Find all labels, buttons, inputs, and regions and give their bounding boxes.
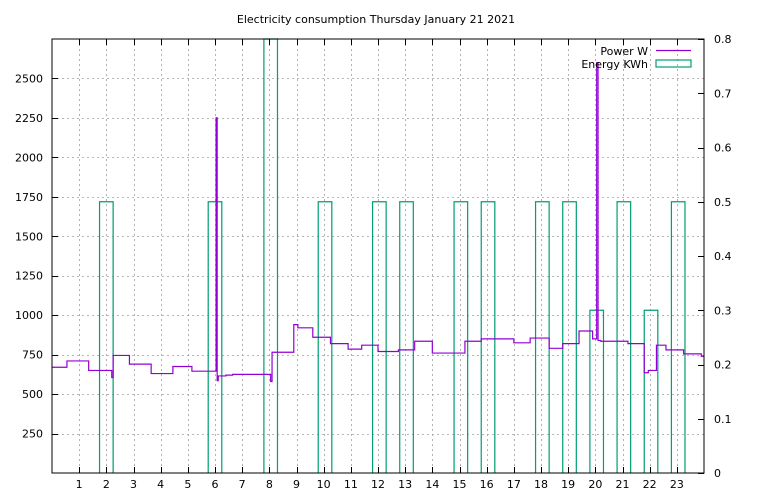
x-axis: 1 2 3 4 5 6 7 8 9 10 11 12 13 14 15 16 17 18 19 20 21 22 23 [76,39,684,491]
y-left-tick-label: 1250 [15,270,43,283]
x-tick-label: 15 [453,478,467,491]
y-right-tick-label: 0.1 [714,413,732,426]
x-tick-label: 5 [184,478,191,491]
y-left-tick-label: 2000 [15,151,43,164]
x-tick-label: 17 [507,478,521,491]
y-right-tick-label: 0.2 [714,359,732,372]
x-tick-label: 4 [157,478,164,491]
x-tick-label: 22 [643,478,657,491]
y-left-tick-label: 750 [22,349,43,362]
y-left-tick-label: 1000 [15,309,43,322]
x-tick-label: 20 [588,478,602,491]
power-line [52,62,704,383]
energy-bar [399,201,414,473]
y-left-tick-label: 1750 [15,191,43,204]
x-tick-label: 16 [480,478,494,491]
energy-bar [263,38,279,473]
x-tick-label: 10 [317,478,331,491]
y-right-tick-label: 0.7 [714,87,732,100]
x-tick-label: 13 [398,478,412,491]
energy-bar [616,201,632,473]
y-right-tick-label: 0.3 [714,304,732,317]
y-left-tick-label: 500 [22,388,43,401]
y-left-tick-label: 2500 [15,72,43,85]
energy-bar [371,201,387,473]
x-tick-label: 18 [534,478,548,491]
x-tick-label: 7 [239,478,246,491]
y-left-tick-label: 1500 [15,230,43,243]
y-right-tick-label: 0.4 [714,250,732,263]
energy-bar [534,201,550,473]
x-tick-label: 19 [561,478,575,491]
x-tick-label: 12 [371,478,385,491]
legend-label-energy: Energy KWh [581,58,648,71]
energy-bar [480,201,496,473]
energy-bar [670,201,686,473]
x-tick-label: 1 [76,478,83,491]
grid [52,39,704,473]
y-right-tick-label: 0.6 [714,142,732,155]
x-tick-label: 11 [344,478,358,491]
y-left-tick-label: 250 [22,428,43,441]
y-left-tick-label: 2250 [15,112,43,125]
y-right-tick-label: 0 [714,467,721,480]
x-tick-label: 2 [103,478,110,491]
x-tick-label: 9 [293,478,300,491]
energy-bar [453,201,469,473]
x-tick-label: 3 [130,478,137,491]
x-tick-label: 6 [212,478,219,491]
x-tick-label: 14 [425,478,439,491]
y-axis-right: 0 0.1 0.2 0.3 0.4 0.5 0.6 0.7 0.8 [698,33,732,480]
legend-swatch-energy [655,59,692,68]
y-right-tick-label: 0.5 [714,196,732,209]
y-right-tick-label: 0.8 [714,33,732,46]
energy-bar [562,201,577,473]
x-tick-label: 23 [670,478,684,491]
energy-bar [98,201,114,473]
x-tick-label: 21 [616,478,630,491]
chart-title: Electricity consumption Thursday January… [237,13,515,26]
y-axis-left: 250 500 750 1000 1250 1500 1750 2000 2250 2500 [15,72,58,441]
legend: Power W Energy KWh [581,45,692,71]
legend-label-power: Power W [600,45,648,58]
x-tick-label: 8 [266,478,273,491]
power-series-line [52,62,704,383]
energy-bar [207,201,223,473]
energy-bar [643,309,659,473]
plot-border [51,38,705,474]
